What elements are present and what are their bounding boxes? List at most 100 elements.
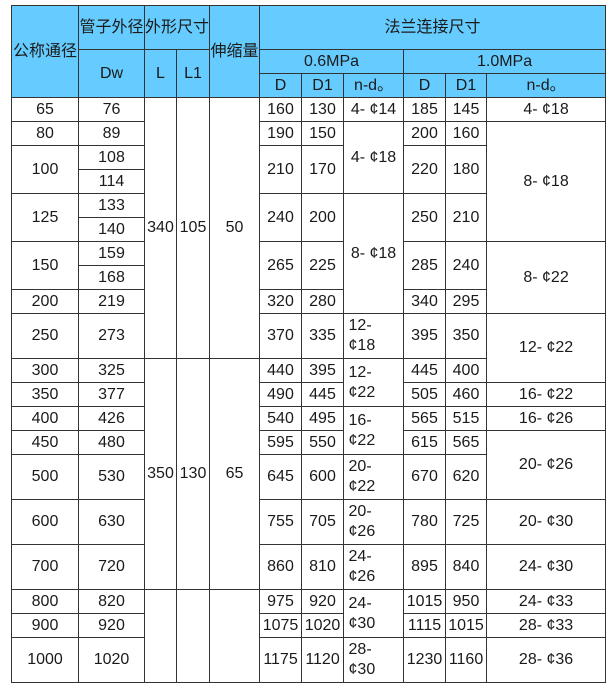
cell-text: 250 xyxy=(31,327,59,344)
cell-pipe-od: 114 xyxy=(78,169,145,194)
cell-text: 220 xyxy=(411,160,438,178)
cell-nd-06: 24- ¢26 xyxy=(343,544,405,590)
table-row: 900 920 1075 1020 1115 1015 28- ¢33 xyxy=(11,613,607,638)
table-row: 450 480 595 550 615 565 20- ¢26 xyxy=(11,430,607,500)
header-expansion: 伸缩量 xyxy=(209,5,261,98)
cell-text: 28- ¢30 xyxy=(348,641,376,678)
header-pressure-1.0: 1.0MPa xyxy=(403,49,607,74)
cell-length-l1 xyxy=(175,589,211,683)
cell-text: 130 xyxy=(309,100,336,118)
cell-nominal-diameter: 800 xyxy=(11,589,79,614)
cell-text: 700 xyxy=(31,558,59,575)
header-flange-dimensions: 法兰连接尺寸 xyxy=(259,5,607,50)
cell-text: 340 xyxy=(147,219,174,236)
cell-d-06: 190 xyxy=(259,121,303,146)
cell-d-10: 1230 xyxy=(403,637,447,683)
cell-text: 645 xyxy=(267,468,294,485)
cell-nominal-diameter: 400 xyxy=(11,406,79,431)
cell-d-06: 160 xyxy=(259,97,303,122)
cell-d-06: 540 xyxy=(259,406,303,431)
cell-text: 250 xyxy=(411,208,438,226)
cell-text: 8- ¢18 xyxy=(523,172,569,190)
cell-d1-06: 920 xyxy=(301,589,345,614)
cell-text: 1175 xyxy=(263,651,298,668)
cell-text: 495 xyxy=(309,409,336,427)
cell-text: 170 xyxy=(309,160,336,178)
cell-text: 395 xyxy=(411,327,438,344)
cell-text: 600 xyxy=(31,513,59,530)
table-body: 65 76 340 105 50 160 130 4- ¢14 185 145 4- ¢18 80 89… xyxy=(11,97,607,683)
cell-nd-06: 12- ¢22 xyxy=(343,358,405,407)
table-row: 500 530 645 600 20- ¢22 670 620 xyxy=(11,454,606,500)
cell-d1-10: 350 xyxy=(445,313,488,359)
table-row: 65 76 340 105 50 160 130 4- ¢14 185 145 4- ¢18 xyxy=(11,97,607,359)
cell-text: 150 xyxy=(31,256,59,274)
cell-nominal-diameter: 200 xyxy=(11,289,79,314)
cell-text: 1020 xyxy=(304,616,341,634)
cell-text: 140 xyxy=(98,220,125,238)
cell-d-06: 370 xyxy=(259,313,303,359)
cell-expansion xyxy=(209,589,261,683)
cell-text: 285 xyxy=(411,256,438,274)
cell-nominal-diameter: 100 xyxy=(11,145,79,194)
header-dw: Dw xyxy=(78,49,145,98)
table-row: 80 89 190 150 4- ¢18 200 160 8- ¢18 xyxy=(11,121,607,242)
table-row: 800 820 975 920 24- ¢30 1015 950 24- ¢33 xyxy=(11,589,607,683)
cell-pipe-od: 108 xyxy=(78,145,145,170)
cell-nd-06: 12- ¢18 xyxy=(343,313,405,359)
table-row: 600 630 755 705 20- ¢26 780 725 20- ¢30 xyxy=(11,499,607,545)
cell-pipe-od: 630 xyxy=(78,499,145,545)
cell-d-06: 595 xyxy=(259,430,303,455)
cell-text: 12- ¢18 xyxy=(348,317,376,354)
cell-pipe-od: 76 xyxy=(78,97,145,122)
cell-d1-06: 150 xyxy=(301,121,345,146)
header-d1-10: D1 xyxy=(445,73,488,98)
cell-d1-10: 160 xyxy=(445,121,488,146)
cell-d-10: 615 xyxy=(403,430,447,455)
cell-d1-06: 550 xyxy=(301,430,345,455)
cell-d-10: 445 xyxy=(403,358,447,383)
cell-nd-06: 28- ¢30 xyxy=(343,637,405,683)
cell-text: 65 xyxy=(36,100,54,118)
cell-nominal-diameter: 80 xyxy=(11,121,79,146)
cell-d1-10: 460 xyxy=(445,382,488,407)
cell-text: 400 xyxy=(452,361,480,379)
cell-text: 24- ¢30 xyxy=(518,558,574,575)
cell-nd-06: 16- ¢22 xyxy=(343,406,405,455)
cell-text: 490 xyxy=(267,385,294,403)
cell-text: 755 xyxy=(267,513,294,530)
cell-nd-06: 20- ¢26 xyxy=(343,499,405,545)
cell-text: 210 xyxy=(452,208,480,226)
cell-d1-10: 1160 xyxy=(445,637,488,683)
cell-nominal-diameter: 65 xyxy=(11,97,79,122)
cell-d1-10: 840 xyxy=(445,544,488,590)
cell-text: 515 xyxy=(452,409,480,427)
cell-d1-10: 180 xyxy=(445,145,488,194)
cell-text: 950 xyxy=(452,592,480,610)
cell-text: 300 xyxy=(31,361,59,379)
cell-d1-06: 1020 xyxy=(301,613,345,638)
cell-text: 24- ¢30 xyxy=(348,594,376,632)
cell-nd-10: 24- ¢33 xyxy=(486,589,607,614)
cell-d1-10: 1015 xyxy=(445,613,488,638)
cell-nd-06: 24- ¢30 xyxy=(343,589,405,638)
cell-text: 1020 xyxy=(93,651,130,668)
table-row: 1000 1020 1175 1120 28- ¢30 1230 1160 28- ¢36 xyxy=(11,637,607,683)
cell-text: 810 xyxy=(309,558,336,575)
cell-length-l xyxy=(144,589,177,683)
cell-text: 273 xyxy=(98,327,125,344)
cell-d-10: 670 xyxy=(403,454,447,500)
cell-d1-06: 200 xyxy=(301,193,345,242)
cell-pipe-od: 133 xyxy=(78,193,145,218)
cell-text: 426 xyxy=(98,409,125,427)
cell-text: 595 xyxy=(267,433,294,451)
cell-d-10: 565 xyxy=(403,406,447,431)
cell-nominal-diameter: 700 xyxy=(11,544,79,590)
cell-text: 565 xyxy=(411,409,438,427)
cell-nd-10: 12- ¢22 xyxy=(486,313,607,383)
cell-text: 8- ¢22 xyxy=(523,268,569,286)
cell-text: 16- ¢26 xyxy=(518,409,574,427)
cell-pipe-od: 325 xyxy=(78,358,145,383)
cell-text: 16- ¢22 xyxy=(348,411,376,449)
cell-d1-06: 600 xyxy=(301,454,345,500)
